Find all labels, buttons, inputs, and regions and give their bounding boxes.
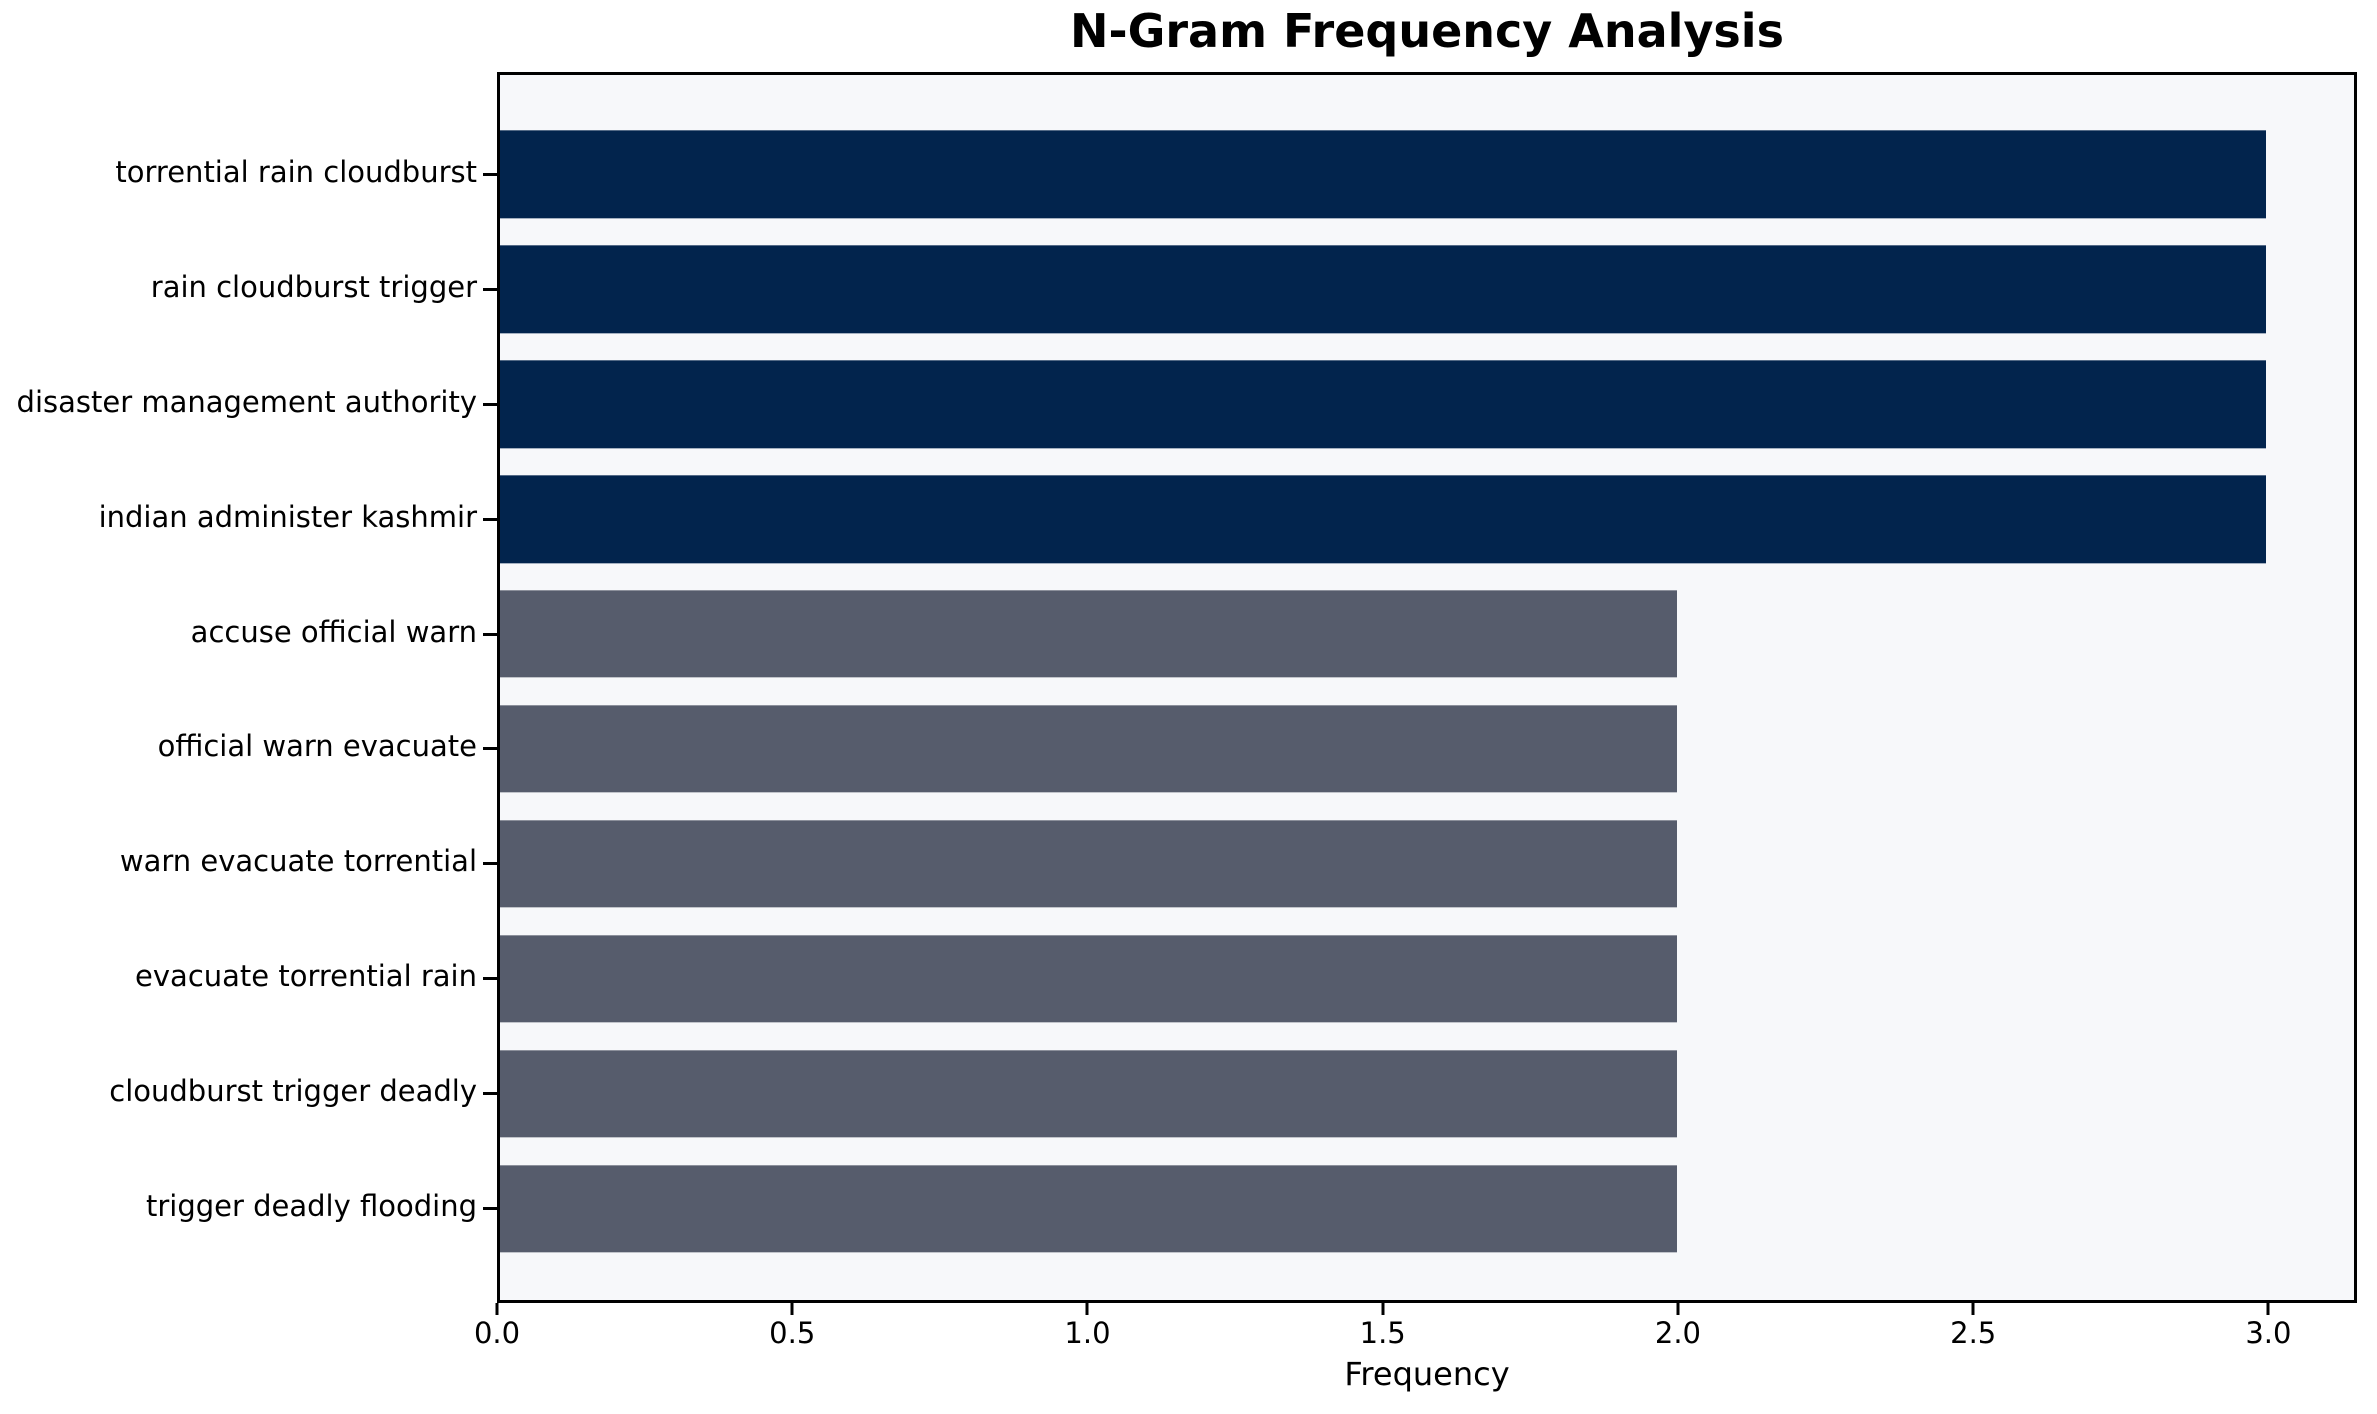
bar-band <box>500 117 2354 232</box>
x-tick-mark <box>790 1303 794 1315</box>
bar-band <box>500 692 2354 807</box>
x-tick-mark <box>1971 1303 1975 1315</box>
x-axis-label: Frequency <box>1344 1355 1510 1393</box>
x-tick-label: 3.0 <box>2245 1316 2292 1350</box>
x-tick-mark <box>1085 1303 1089 1315</box>
y-tick-row: official warn evacuate <box>0 692 497 807</box>
bar-band <box>500 577 2354 692</box>
bar <box>500 705 1678 793</box>
x-tick-label: 1.0 <box>1064 1316 1111 1350</box>
y-tick-row: trigger deadly flooding <box>0 1151 497 1266</box>
y-tick-label: warn evacuate torrential <box>119 844 477 879</box>
y-tick-mark <box>483 287 497 291</box>
bar <box>500 1050 1678 1138</box>
bar <box>500 820 1678 908</box>
y-tick-row: warn evacuate torrential <box>0 806 497 921</box>
bar <box>500 935 1678 1023</box>
y-tick-row: torrential rain cloudburst <box>0 117 497 232</box>
y-tick-label: rain cloudburst trigger <box>150 269 477 304</box>
y-tick-label: disaster management authority <box>16 384 477 419</box>
y-tick-row: indian administer kashmir <box>0 462 497 577</box>
y-tick-label: accuse official warn <box>190 614 477 649</box>
y-tick-label: indian administer kashmir <box>98 499 477 534</box>
bar <box>500 130 2266 219</box>
y-tick-row: cloudburst trigger deadly <box>0 1036 497 1151</box>
bar <box>500 590 1678 678</box>
x-tick-mark <box>1676 1303 1680 1315</box>
bar <box>500 245 2266 334</box>
y-tick-label: torrential rain cloudburst <box>115 154 477 189</box>
bar-band <box>500 462 2354 577</box>
x-tick-label: 2.0 <box>1654 1316 1701 1350</box>
y-tick-label: cloudburst trigger deadly <box>109 1074 477 1109</box>
y-tick-mark <box>483 1207 497 1211</box>
y-axis: torrential rain cloudburst rain cloudburs… <box>0 75 497 1300</box>
y-tick-row: evacuate torrential rain <box>0 921 497 1036</box>
x-tick-label: 2.5 <box>1950 1316 1997 1350</box>
bar-band <box>500 232 2354 347</box>
y-tick-mark <box>483 172 497 176</box>
bar-series <box>500 75 2354 1300</box>
y-tick-mark <box>483 862 497 866</box>
bar <box>500 475 2266 563</box>
y-tick-mark <box>483 402 497 406</box>
bar-band <box>500 1151 2354 1266</box>
bar <box>500 360 2266 448</box>
x-tick-label: 1.5 <box>1359 1316 1406 1350</box>
y-tick-mark <box>483 747 497 751</box>
x-tick-mark <box>1381 1303 1385 1315</box>
y-tick-label: official warn evacuate <box>157 729 477 764</box>
x-tick-mark <box>495 1303 499 1315</box>
y-tick-label: evacuate torrential rain <box>135 959 477 994</box>
bar-band <box>500 921 2354 1036</box>
x-tick-mark <box>2266 1303 2270 1315</box>
chart-title: N-Gram Frequency Analysis <box>1070 4 1784 58</box>
y-tick-mark <box>483 632 497 636</box>
x-tick-label: 0.0 <box>473 1316 521 1350</box>
y-tick-row: accuse official warn <box>0 577 497 692</box>
bar-band <box>500 1036 2354 1151</box>
bar-band <box>500 806 2354 921</box>
y-tick-row: disaster management authority <box>0 347 497 462</box>
y-tick-mark <box>483 517 497 521</box>
y-tick-mark <box>483 1092 497 1096</box>
x-tick-label: 0.5 <box>769 1316 816 1350</box>
bar-band <box>500 347 2354 462</box>
y-tick-label: trigger deadly flooding <box>145 1189 477 1224</box>
y-tick-row: rain cloudburst trigger <box>0 232 497 347</box>
bar <box>500 1164 1678 1253</box>
y-tick-mark <box>483 977 497 981</box>
